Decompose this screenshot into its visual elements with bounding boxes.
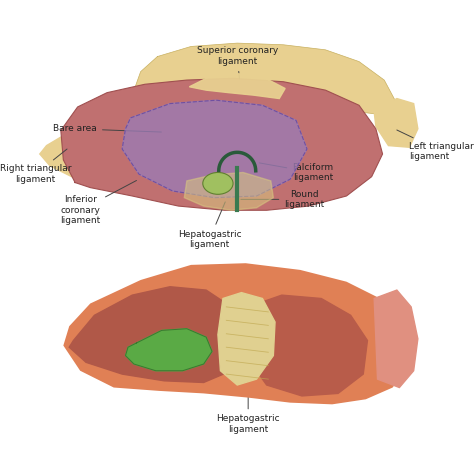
- Text: Bare area: Bare area: [53, 124, 161, 133]
- Text: Round
ligament: Round ligament: [241, 189, 325, 209]
- Polygon shape: [189, 73, 285, 99]
- Polygon shape: [61, 79, 383, 210]
- Polygon shape: [69, 287, 240, 383]
- Polygon shape: [374, 99, 418, 147]
- Polygon shape: [184, 172, 273, 210]
- Polygon shape: [374, 290, 418, 387]
- Ellipse shape: [203, 172, 233, 194]
- Polygon shape: [40, 122, 97, 177]
- Polygon shape: [132, 43, 397, 115]
- Text: Falciform
ligament: Falciform ligament: [259, 163, 333, 182]
- Text: Hepatogastric
ligament: Hepatogastric ligament: [178, 202, 241, 249]
- Text: Superior coronary
ligament: Superior coronary ligament: [197, 47, 278, 79]
- Text: Right triangular
ligament: Right triangular ligament: [0, 149, 72, 184]
- Polygon shape: [64, 263, 408, 404]
- Text: Left triangular
ligament: Left triangular ligament: [397, 130, 474, 161]
- Text: Inferior
coronary
ligament: Inferior coronary ligament: [60, 180, 137, 225]
- Text: Hepatogastric
ligament: Hepatogastric ligament: [216, 374, 280, 434]
- Polygon shape: [218, 293, 275, 385]
- Polygon shape: [246, 295, 367, 396]
- Polygon shape: [122, 100, 307, 198]
- Polygon shape: [126, 329, 212, 371]
